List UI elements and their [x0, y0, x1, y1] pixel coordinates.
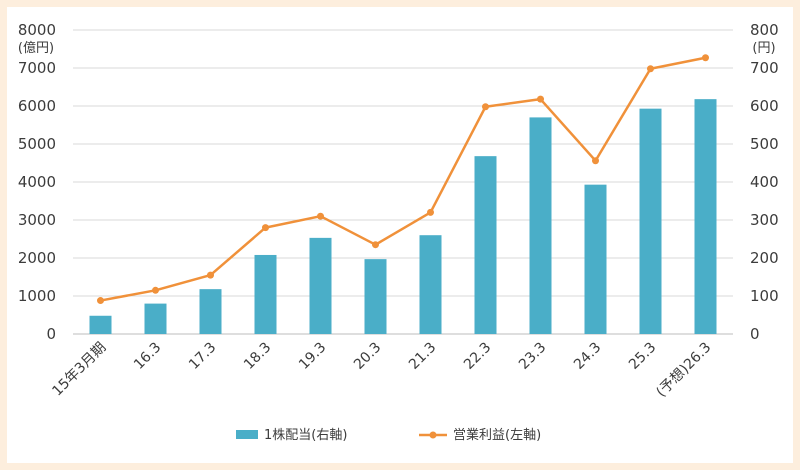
right-axis-ticks: 0 100 200 300 400 500 600 700 800 [750, 21, 779, 343]
line-point [647, 65, 654, 73]
line-point [702, 54, 709, 62]
legend-line-label: 営業利益(左軸) [453, 427, 541, 443]
right-tick-label: 700 [750, 59, 779, 77]
line-point [317, 212, 324, 220]
line-point [97, 297, 104, 305]
x-tick-label: 16.3 [131, 340, 164, 373]
x-tick-label: 25.3 [626, 340, 659, 373]
line-point [427, 208, 434, 216]
left-tick-label: 1000 [18, 287, 56, 305]
right-tick-label: 200 [750, 249, 779, 267]
left-tick-label: 5000 [18, 135, 56, 153]
line-point [152, 286, 159, 294]
bar [199, 289, 222, 334]
x-tick-label: 15年3月期 [49, 340, 109, 400]
right-axis-unit: (円) [752, 41, 775, 56]
bar-series [89, 99, 717, 335]
bar [364, 259, 387, 334]
bar [419, 235, 442, 334]
right-tick-label: 100 [750, 287, 779, 305]
left-tick-label: 4000 [18, 173, 56, 191]
left-axis-unit: (億円) [18, 40, 54, 56]
right-tick-label: 800 [750, 21, 779, 39]
x-tick-label: 21.3 [406, 340, 439, 373]
right-tick-label: 0 [750, 325, 760, 343]
x-axis-ticks: 15年3月期 16.3 17.3 18.3 19.3 20.3 21.3 22.3 23.3 24… [49, 340, 714, 401]
left-tick-label: 6000 [18, 97, 56, 115]
right-tick-label: 500 [750, 135, 779, 153]
bar [694, 99, 717, 334]
bar [309, 237, 332, 334]
line-point [592, 157, 599, 165]
line-point [537, 95, 544, 103]
line-point [262, 224, 269, 232]
line-path [100, 56, 706, 302]
left-tick-label: 0 [46, 325, 56, 343]
x-tick-label: 18.3 [241, 340, 274, 373]
line-point [207, 271, 214, 279]
x-tick-label: 17.3 [186, 340, 219, 373]
left-tick-label: 2000 [18, 249, 56, 267]
bar [584, 184, 607, 334]
bar [639, 108, 662, 334]
gridlines [73, 29, 733, 335]
x-tick-label: 24.3 [571, 340, 604, 373]
x-tick-label: 22.3 [461, 340, 494, 373]
x-tick-label: 20.3 [351, 340, 384, 373]
bar [254, 254, 277, 334]
bar [529, 117, 552, 335]
x-tick-label: 19.3 [296, 340, 329, 373]
legend-line-marker [429, 431, 437, 439]
right-tick-label: 600 [750, 97, 779, 115]
x-tick-label: 23.3 [516, 340, 549, 373]
left-tick-label: 8000 [18, 21, 56, 39]
left-axis-ticks: 0 1000 2000 3000 4000 5000 6000 7000 8000 [18, 21, 56, 343]
legend: 1株配当(右軸) 営業利益(左軸) [236, 427, 541, 443]
bar [144, 303, 167, 334]
left-tick-label: 7000 [18, 59, 56, 77]
line-point [372, 241, 379, 249]
bar [89, 315, 112, 334]
legend-bar-swatch [236, 430, 258, 439]
x-tick-label: (予想)26.3 [653, 340, 714, 401]
legend-bar-label: 1株配当(右軸) [264, 428, 347, 443]
right-tick-label: 400 [750, 173, 779, 191]
line-point [482, 103, 489, 111]
line-series [97, 54, 709, 305]
left-tick-label: 3000 [18, 211, 56, 229]
bar [474, 156, 497, 334]
right-tick-label: 300 [750, 211, 779, 229]
